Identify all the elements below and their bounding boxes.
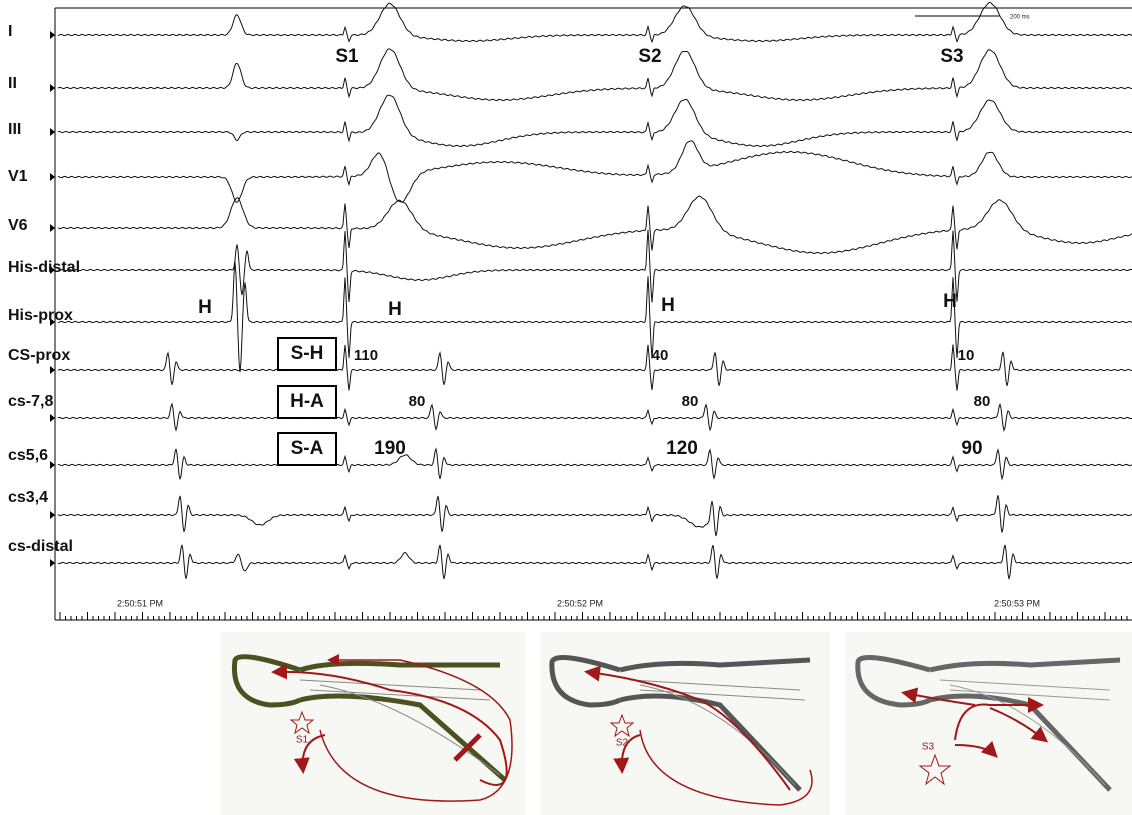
channel-label: His-prox bbox=[8, 307, 73, 324]
trace bbox=[57, 94, 1132, 148]
scale-bar-label: 200 ms bbox=[1010, 15, 1030, 21]
channel-label: cs3,4 bbox=[8, 489, 48, 506]
interval-value: 80 bbox=[409, 393, 426, 410]
channel-label: cs5,6 bbox=[8, 447, 48, 464]
channel-label: His-distal bbox=[8, 259, 80, 276]
trace bbox=[57, 495, 1132, 537]
channel-label: cs-distal bbox=[8, 538, 73, 555]
stimulus-label: S2 bbox=[638, 46, 661, 67]
channel-marker bbox=[50, 266, 55, 274]
stimulus-label: S1 bbox=[335, 46, 359, 67]
interval-value: 80 bbox=[682, 393, 699, 410]
trace bbox=[57, 544, 1132, 580]
diagram-label: S3 bbox=[922, 742, 935, 753]
channel-marker bbox=[50, 173, 55, 181]
trace bbox=[57, 402, 1132, 432]
interval-value: 80 bbox=[974, 393, 991, 410]
channel-label: CS-prox bbox=[8, 347, 70, 364]
diagram-label: S2 bbox=[616, 738, 629, 749]
labels: IIIIIIV1V6His-distalHis-proxCS-proxcs-7,… bbox=[8, 23, 1040, 608]
trace bbox=[57, 195, 1132, 255]
channel-label: II bbox=[8, 75, 17, 92]
interval-label: S-H bbox=[291, 343, 324, 364]
trace bbox=[57, 1, 1132, 44]
diagram-label: S1 bbox=[296, 735, 309, 746]
traces bbox=[57, 1, 1132, 620]
trace bbox=[57, 261, 1132, 373]
stimulus-label: S3 bbox=[940, 46, 963, 67]
channel-label: V6 bbox=[8, 217, 28, 234]
trace bbox=[57, 48, 1132, 102]
interval-label: S-A bbox=[291, 438, 324, 459]
channel-marker bbox=[50, 128, 55, 136]
diagram-3: S3 bbox=[845, 632, 1132, 815]
channel-marker bbox=[50, 414, 55, 422]
his-label: H bbox=[661, 295, 675, 316]
timestamp: 2:50:51 PM bbox=[117, 598, 163, 608]
channel-marker bbox=[50, 511, 55, 519]
his-label: H bbox=[388, 299, 402, 320]
interval-box bbox=[277, 385, 337, 419]
channel-marker bbox=[50, 84, 55, 92]
trace bbox=[57, 140, 1132, 203]
timestamp: 2:50:53 PM bbox=[994, 598, 1040, 608]
trace bbox=[57, 447, 1132, 481]
interval-value: 120 bbox=[666, 438, 698, 459]
channel-marker bbox=[50, 559, 55, 567]
diagram-2: S2 bbox=[540, 632, 830, 815]
diagram-1: S1 bbox=[220, 632, 525, 815]
interval-box bbox=[277, 432, 337, 466]
channel-marker bbox=[50, 224, 55, 232]
interval-label: H-A bbox=[290, 391, 324, 412]
his-label: H bbox=[198, 297, 212, 318]
channel-label: cs-7,8 bbox=[8, 393, 53, 410]
interval-value: 10 bbox=[958, 347, 975, 364]
channel-label: I bbox=[8, 23, 12, 40]
his-label: H bbox=[943, 291, 957, 312]
interval-value: 40 bbox=[652, 347, 669, 364]
timestamp: 2:50:52 PM bbox=[557, 598, 603, 608]
interval-value: 190 bbox=[374, 438, 406, 459]
channel-marker bbox=[50, 318, 55, 326]
interval-value: 110 bbox=[354, 347, 378, 364]
channel-marker bbox=[50, 366, 55, 374]
trace bbox=[57, 229, 1132, 303]
channel-marker bbox=[50, 31, 55, 39]
interval-box bbox=[277, 337, 337, 371]
channel-label: III bbox=[8, 121, 21, 138]
trace bbox=[57, 344, 1132, 391]
channel-marker bbox=[50, 461, 55, 469]
interval-value: 90 bbox=[961, 438, 982, 459]
channel-label: V1 bbox=[8, 168, 28, 185]
